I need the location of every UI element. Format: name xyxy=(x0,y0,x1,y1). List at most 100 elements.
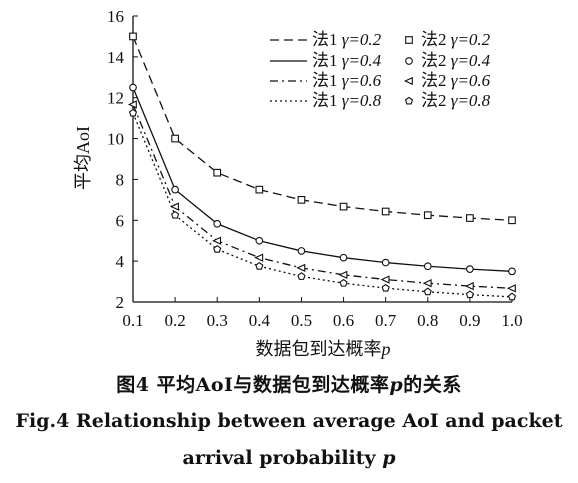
data-point-square xyxy=(297,196,306,204)
legend-label: 法2 γ=0.8 xyxy=(421,91,491,110)
x-tick-label: 0.5 xyxy=(291,311,312,330)
legend-label: 法1 γ=0.2 xyxy=(312,30,382,49)
x-axis-label-var: p xyxy=(380,339,391,359)
legend-label-param: γ=0.4 xyxy=(342,51,382,70)
legend-marker-swatch xyxy=(405,36,413,44)
data-point-triangle-left xyxy=(506,284,516,293)
data-point-triangle-left xyxy=(127,100,137,109)
caption-en-var: p xyxy=(382,447,396,469)
data-point-circle xyxy=(339,253,348,262)
legend-label-param: γ=0.6 xyxy=(451,71,491,90)
legend-marker-swatch xyxy=(405,57,413,65)
figure-caption-english-line2: arrival probability p xyxy=(0,447,578,469)
data-point-pentagon xyxy=(128,108,138,117)
legend-label: 法1 γ=0.8 xyxy=(312,91,382,110)
data-point-triangle-left xyxy=(338,270,348,279)
x-tick-label: 0.2 xyxy=(164,311,185,330)
y-tick-label: 10 xyxy=(107,130,124,149)
data-point-pentagon xyxy=(297,272,306,280)
data-point-circle xyxy=(297,247,306,255)
legend-label-method: 法2 xyxy=(421,51,451,70)
series-line-1 xyxy=(132,36,513,221)
series-markers xyxy=(127,32,517,301)
data-point-circle xyxy=(466,265,474,273)
chart: 0.1 0.2 0.3 0.4 0.5 0.6 0.7 0.8 0.9 1.0 2 4 6 8 10 12 14… xyxy=(73,7,523,359)
data-point-pentagon xyxy=(381,283,390,292)
caption-cn-var: p xyxy=(389,374,404,396)
legend-label-method: 法1 xyxy=(312,71,342,90)
x-tick-label: 0.6 xyxy=(333,311,354,330)
x-tick-label: 0.1 xyxy=(122,311,143,330)
legend-label-method: 法2 xyxy=(421,30,451,49)
data-point-triangle-left xyxy=(170,202,179,211)
data-point-square xyxy=(171,134,179,143)
legend: 法1 γ=0.2法1 γ=0.4法1 γ=0.6法1 γ=0.8法2 γ=0.2… xyxy=(270,30,491,110)
data-point-pentagon xyxy=(507,292,517,301)
legend-label-param: γ=0.2 xyxy=(342,30,382,49)
legend-label: 法2 γ=0.6 xyxy=(421,71,491,90)
legend-label: 法1 γ=0.6 xyxy=(312,71,382,90)
data-point-triangle-left xyxy=(380,275,390,284)
legend-label-param: γ=0.4 xyxy=(451,51,491,70)
data-point-circle xyxy=(255,236,264,245)
data-point-circle xyxy=(213,219,222,228)
data-point-pentagon xyxy=(171,210,180,219)
legend-label-param: γ=0.6 xyxy=(342,71,382,90)
figure-caption-chinese: 图4 平均AoI与数据包到达概率p的关系 xyxy=(0,370,578,397)
legend-label: 法2 γ=0.2 xyxy=(421,30,491,49)
data-point-pentagon xyxy=(423,287,432,296)
data-point-pentagon xyxy=(339,278,348,287)
figure-caption-english-line1: Fig.4 Relationship between average AoI a… xyxy=(15,410,563,432)
legend-label: 法1 γ=0.4 xyxy=(312,51,382,70)
data-point-triangle-left xyxy=(296,263,306,273)
x-axis-label-text: 数据包到达概率 xyxy=(256,339,382,359)
y-tick-label: 8 xyxy=(116,170,125,189)
data-point-square xyxy=(508,216,516,225)
legend-marker-swatch xyxy=(403,76,413,86)
axes: 0.1 0.2 0.3 0.4 0.5 0.6 0.7 0.8 0.9 1.0 2 4 6 8 10 12 14… xyxy=(107,7,523,330)
series-line-3 xyxy=(132,104,513,289)
data-point-pentagon xyxy=(213,245,222,253)
legend-label-param: γ=0.8 xyxy=(451,91,491,110)
caption-cn-suffix: 的关系 xyxy=(403,374,462,396)
series-line-4 xyxy=(132,112,513,298)
data-point-square xyxy=(129,32,137,41)
legend-label-method: 法2 xyxy=(421,91,451,110)
legend-label-method: 法1 xyxy=(312,91,342,110)
x-tick-label: 0.4 xyxy=(249,311,271,330)
y-tick-label: 2 xyxy=(116,293,125,312)
x-axis-label: 数据包到达概率p xyxy=(256,339,391,359)
data-point-pentagon xyxy=(255,261,264,270)
y-tick-label: 14 xyxy=(107,48,125,67)
legend-label-param: γ=0.2 xyxy=(451,30,491,49)
data-point-square xyxy=(255,185,264,194)
data-point-square xyxy=(339,202,348,211)
data-point-circle xyxy=(171,185,179,194)
legend-label-method: 法1 xyxy=(312,30,342,49)
data-point-triangle-left xyxy=(464,281,474,291)
data-point-square xyxy=(466,214,474,222)
y-tick-label: 12 xyxy=(107,89,124,108)
data-point-circle xyxy=(381,258,390,267)
series-lines xyxy=(132,36,513,298)
x-tick-label: 0.9 xyxy=(459,311,480,330)
legend-label-param: γ=0.8 xyxy=(342,91,382,110)
x-tick-label: 0.8 xyxy=(417,311,438,330)
x-tick-label: 0.7 xyxy=(375,311,397,330)
data-point-triangle-left xyxy=(212,236,222,245)
data-point-triangle-left xyxy=(422,279,432,288)
y-tick-label: 6 xyxy=(116,211,125,230)
legend-label-method: 法1 xyxy=(312,51,342,70)
data-point-square xyxy=(423,211,432,220)
data-point-circle xyxy=(129,83,137,92)
y-tick-label: 4 xyxy=(116,252,125,271)
caption-cn-prefix: 图4 平均AoI与数据包到达概率 xyxy=(116,374,390,396)
legend-marker-swatch xyxy=(404,96,414,105)
legend-label: 法2 γ=0.4 xyxy=(421,51,491,70)
data-point-square xyxy=(213,168,222,177)
data-point-pentagon xyxy=(465,290,474,299)
y-axis-label: 平均AoI xyxy=(73,126,93,190)
legend-label-method: 法2 xyxy=(421,71,451,90)
data-point-square xyxy=(381,207,390,216)
data-point-triangle-left xyxy=(254,253,264,262)
